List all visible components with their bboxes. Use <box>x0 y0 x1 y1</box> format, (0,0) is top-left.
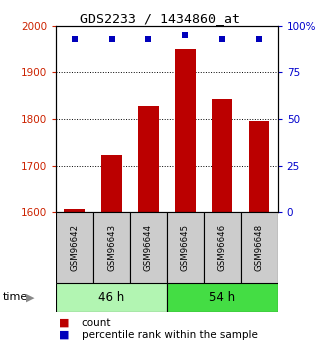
Text: GSM96643: GSM96643 <box>107 224 116 271</box>
Point <box>109 36 114 42</box>
Bar <box>167 212 204 283</box>
Point <box>72 36 77 42</box>
Text: percentile rank within the sample: percentile rank within the sample <box>82 330 258 339</box>
Text: 46 h: 46 h <box>99 291 125 304</box>
Bar <box>138 106 159 212</box>
Bar <box>241 212 278 283</box>
Text: count: count <box>82 318 111 327</box>
Bar <box>204 212 241 283</box>
Text: GSM96642: GSM96642 <box>70 224 79 271</box>
Bar <box>167 283 278 312</box>
Text: GSM96648: GSM96648 <box>255 224 264 271</box>
Text: ■: ■ <box>59 330 70 339</box>
Text: 54 h: 54 h <box>209 291 235 304</box>
Text: ▶: ▶ <box>26 293 35 302</box>
Bar <box>56 283 167 312</box>
Point <box>183 32 188 38</box>
Point <box>256 36 262 42</box>
Bar <box>130 212 167 283</box>
Bar <box>212 99 232 212</box>
Text: GSM96645: GSM96645 <box>181 224 190 271</box>
Text: GSM96646: GSM96646 <box>218 224 227 271</box>
Bar <box>175 49 195 212</box>
Bar <box>65 209 85 212</box>
Point <box>220 36 225 42</box>
Bar <box>93 212 130 283</box>
Text: GDS2233 / 1434860_at: GDS2233 / 1434860_at <box>81 12 240 25</box>
Text: time: time <box>3 293 29 302</box>
Text: ■: ■ <box>59 318 70 327</box>
Bar <box>56 212 93 283</box>
Bar <box>249 121 269 212</box>
Bar <box>101 155 122 212</box>
Point <box>146 36 151 42</box>
Text: GSM96644: GSM96644 <box>144 224 153 271</box>
